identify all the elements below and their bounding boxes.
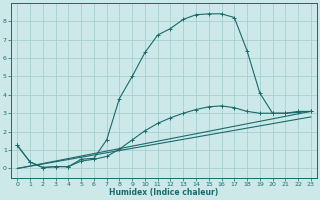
X-axis label: Humidex (Indice chaleur): Humidex (Indice chaleur) <box>109 188 219 197</box>
